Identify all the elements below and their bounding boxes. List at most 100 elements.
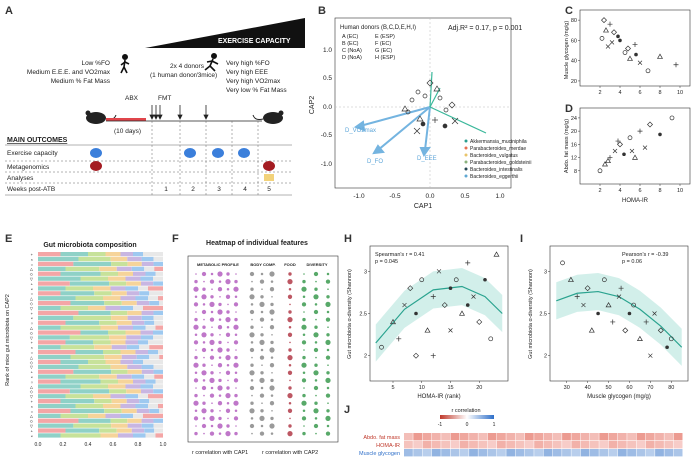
composition-segment bbox=[80, 330, 108, 335]
high-line-2: Very high EEE bbox=[226, 69, 269, 76]
composition-segment bbox=[69, 335, 110, 340]
composition-segment bbox=[125, 384, 141, 389]
composition-segment bbox=[38, 330, 81, 335]
correlation-dot bbox=[251, 356, 253, 359]
composition-segment bbox=[125, 276, 141, 281]
composition-segment bbox=[149, 301, 160, 306]
heatmap-cell bbox=[664, 433, 674, 441]
composition-segment bbox=[120, 305, 133, 311]
correlation-dot bbox=[218, 280, 222, 283]
composition-segment bbox=[93, 340, 111, 345]
row-marker: + bbox=[31, 311, 34, 316]
y-tick-label: 8 bbox=[574, 169, 577, 175]
correlation-dot bbox=[289, 303, 291, 306]
heatmap-cell bbox=[404, 433, 413, 441]
correlation-dot bbox=[325, 317, 331, 322]
correlation-dot bbox=[233, 416, 239, 421]
composition-segment bbox=[140, 276, 153, 281]
data-point bbox=[637, 60, 643, 65]
composition-segment bbox=[109, 281, 127, 286]
correlation-dot bbox=[203, 318, 205, 321]
composition-segment bbox=[140, 384, 153, 389]
pcoa-vectors bbox=[353, 106, 431, 158]
correlation-dot bbox=[217, 325, 223, 330]
composition-segment bbox=[38, 384, 81, 389]
outcome-exercise: Exercise capacity bbox=[7, 150, 58, 157]
heatmap-cell bbox=[599, 433, 609, 441]
composition-segment bbox=[38, 286, 66, 291]
correlation-dot bbox=[194, 333, 198, 337]
composition-segment bbox=[127, 418, 142, 423]
running-person-icon bbox=[204, 52, 219, 72]
i-stat-2: p = 0.06 bbox=[622, 259, 642, 265]
h-xlabel: HOMA-IR (rank) bbox=[417, 394, 460, 400]
composition-segment bbox=[126, 291, 140, 296]
correlation-dot bbox=[287, 431, 293, 437]
composition-segment bbox=[38, 320, 66, 325]
data-point bbox=[657, 327, 664, 334]
composition-segment bbox=[158, 350, 163, 355]
row-marker: ▽ bbox=[30, 365, 34, 370]
correlation-dot bbox=[326, 310, 330, 314]
correlation-dot bbox=[270, 318, 274, 321]
correlation-dot bbox=[270, 280, 274, 283]
correlation-dot bbox=[202, 417, 206, 420]
row-marker: ◇ bbox=[30, 419, 34, 424]
correlation-dot bbox=[218, 416, 222, 421]
week-4: 4 bbox=[243, 186, 247, 193]
svg-text:1.0: 1.0 bbox=[495, 193, 504, 200]
correlation-dot bbox=[326, 333, 330, 337]
composition-segment bbox=[60, 359, 88, 365]
heatmap-cell bbox=[441, 433, 450, 441]
correlation-dot bbox=[250, 303, 254, 306]
heatmap-cell bbox=[590, 433, 599, 441]
correlation-dot bbox=[226, 310, 230, 314]
composition-segment bbox=[94, 345, 112, 350]
heatmap-cell bbox=[608, 433, 618, 441]
correlation-dot bbox=[233, 362, 239, 368]
heatmap-cell bbox=[515, 449, 525, 457]
correlation-dot bbox=[326, 409, 330, 413]
composition-segment bbox=[120, 403, 136, 409]
correlation-dot bbox=[259, 393, 265, 398]
correlation-dot bbox=[209, 415, 215, 421]
composition-segment bbox=[65, 428, 100, 433]
composition-segment bbox=[70, 354, 105, 360]
outcome-metagenomics: Metagenomics bbox=[7, 164, 50, 171]
data-point bbox=[610, 319, 616, 325]
correlation-dot bbox=[325, 431, 331, 436]
composition-segment bbox=[149, 291, 163, 296]
correlation-dot bbox=[201, 347, 207, 353]
data-point bbox=[601, 17, 607, 24]
correlation-dot bbox=[217, 385, 223, 391]
composition-segment bbox=[73, 369, 112, 374]
j-color-scale bbox=[440, 415, 494, 419]
outcomes-table bbox=[5, 121, 292, 196]
composition-segment bbox=[111, 291, 127, 296]
correlation-dot bbox=[270, 378, 274, 383]
composition-segment bbox=[60, 291, 95, 296]
correlation-dot bbox=[259, 355, 265, 360]
f-group-body: BODY COMP. bbox=[250, 262, 275, 267]
composition-segment bbox=[148, 394, 163, 399]
correlation-dot bbox=[287, 408, 293, 413]
correlation-dot bbox=[303, 425, 305, 427]
heatmap-cell bbox=[673, 433, 683, 441]
f-dots bbox=[193, 271, 331, 437]
mouse-icon-end bbox=[252, 110, 284, 124]
panel-c: C 2 4 6 8 10 20 40 60 80 Muscle glycogen (mg/g) bbox=[564, 5, 691, 96]
heatmap-cell bbox=[599, 449, 609, 457]
data-point bbox=[453, 277, 459, 283]
composition-segment bbox=[140, 281, 154, 286]
c-frame bbox=[579, 9, 691, 87]
correlation-dot bbox=[202, 401, 206, 405]
donor-legend-b: B (EC) bbox=[342, 41, 359, 47]
y-tick-label: 80 bbox=[571, 18, 577, 24]
composition-segment bbox=[110, 256, 128, 262]
correlation-dot bbox=[227, 417, 229, 420]
composition-segment bbox=[78, 364, 111, 369]
heatmap-cell bbox=[469, 441, 478, 449]
composition-segment bbox=[136, 301, 150, 306]
data-point bbox=[642, 145, 648, 150]
heatmap-cell bbox=[627, 433, 636, 441]
